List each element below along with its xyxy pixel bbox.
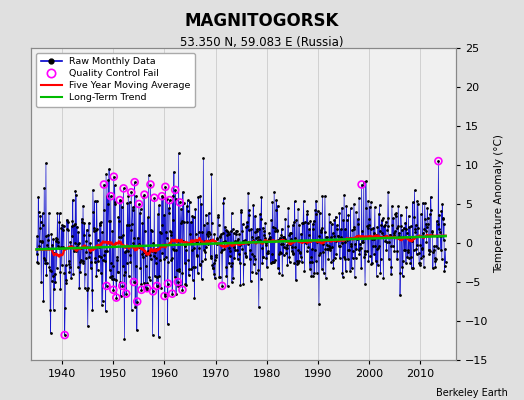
Point bbox=[102, 283, 111, 289]
Point bbox=[109, 286, 117, 293]
Point bbox=[137, 286, 146, 293]
Point bbox=[176, 199, 184, 206]
Point bbox=[357, 181, 366, 188]
Point bbox=[218, 283, 226, 289]
Text: 53.350 N, 59.083 E (Russia): 53.350 N, 59.083 E (Russia) bbox=[180, 36, 344, 49]
Y-axis label: Temperature Anomaly (°C): Temperature Anomaly (°C) bbox=[494, 134, 504, 274]
Point bbox=[171, 187, 179, 193]
Point bbox=[135, 201, 143, 207]
Point bbox=[110, 174, 118, 180]
Point bbox=[133, 298, 141, 305]
Point bbox=[158, 193, 166, 199]
Point bbox=[116, 197, 124, 203]
Point bbox=[146, 181, 155, 188]
Point bbox=[112, 294, 121, 301]
Point bbox=[173, 279, 182, 285]
Point bbox=[150, 194, 158, 201]
Point bbox=[118, 283, 126, 289]
Point bbox=[140, 192, 149, 198]
Point bbox=[164, 280, 172, 287]
Text: MAGNITOGORSK: MAGNITOGORSK bbox=[185, 12, 339, 30]
Point bbox=[60, 332, 69, 338]
Point bbox=[143, 285, 151, 292]
Point bbox=[152, 283, 161, 289]
Point bbox=[119, 185, 128, 192]
Legend: Raw Monthly Data, Quality Control Fail, Five Year Moving Average, Long-Term Tren: Raw Monthly Data, Quality Control Fail, … bbox=[36, 53, 195, 107]
Point bbox=[122, 290, 130, 297]
Point bbox=[129, 279, 138, 285]
Point bbox=[100, 181, 108, 188]
Point bbox=[161, 184, 170, 190]
Point bbox=[178, 286, 187, 293]
Point bbox=[149, 288, 157, 294]
Point bbox=[160, 293, 169, 299]
Point bbox=[106, 193, 115, 199]
Point bbox=[130, 179, 139, 185]
Point bbox=[434, 158, 443, 164]
Point bbox=[127, 189, 135, 196]
Text: Berkeley Earth: Berkeley Earth bbox=[436, 388, 508, 398]
Point bbox=[168, 290, 177, 297]
Point bbox=[166, 197, 174, 203]
